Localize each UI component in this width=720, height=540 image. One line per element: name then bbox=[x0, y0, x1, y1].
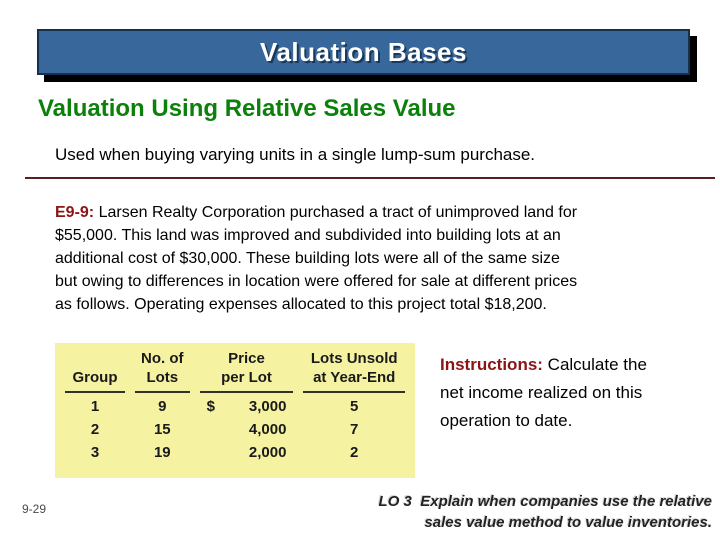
page-number: 9-29 bbox=[22, 502, 47, 516]
col-header-group-line2: Group bbox=[72, 369, 118, 386]
cell-price: 2,000 bbox=[200, 439, 294, 462]
subheading: Used when buying varying units in a sing… bbox=[55, 145, 536, 164]
cell-unsold: 5 bbox=[350, 397, 359, 415]
price-value: 3,000 bbox=[248, 397, 287, 415]
instructions-line: net income realized on this bbox=[440, 383, 643, 402]
slide-title-bar: Valuation Bases bbox=[37, 29, 690, 75]
problem-label: E9-9: bbox=[55, 204, 95, 221]
section-heading: Valuation Using Relative Sales Value bbox=[38, 95, 456, 122]
lots-table-grid: Group No. of Lots Price per Lot Lots Uns… bbox=[55, 350, 415, 462]
problem-paragraph: E9-9: Larsen Realty Corporation purchase… bbox=[55, 201, 700, 316]
problem-line: as follows. Operating expenses allocated… bbox=[55, 296, 547, 313]
col-header-price-line1: Price bbox=[228, 350, 265, 367]
lo-line: LO 3 Explain when companies use the rela… bbox=[378, 493, 712, 510]
problem-line: $55,000. This land was improved and subd… bbox=[55, 227, 561, 244]
col-header-price: Price per Lot bbox=[199, 350, 294, 393]
problem-line: additional cost of $30,000. These buildi… bbox=[55, 250, 560, 267]
cell-lots: 15 bbox=[153, 420, 171, 438]
price-value: 2,000 bbox=[248, 443, 287, 461]
problem-line: E9-9: Larsen Realty Corporation purchase… bbox=[55, 201, 700, 224]
price-value: 4,000 bbox=[248, 420, 287, 438]
col-header-unsold-line1: Lots Unsold bbox=[310, 350, 398, 367]
col-header-unsold-line2: at Year-End bbox=[313, 369, 396, 386]
instructions-block: Instructions: Calculate the net income r… bbox=[440, 351, 710, 435]
table-header-row: Group No. of Lots Price per Lot Lots Uns… bbox=[65, 350, 405, 393]
cell-group: 3 bbox=[90, 443, 100, 461]
cell-lots: 19 bbox=[153, 443, 171, 461]
cell-price: $ 3,000 bbox=[200, 393, 294, 416]
cell-price: 4,000 bbox=[200, 416, 294, 439]
table-row: 2 15 4,000 7 bbox=[65, 416, 405, 439]
table-row: 3 19 2,000 2 bbox=[65, 439, 405, 462]
currency-sign: $ bbox=[206, 397, 215, 415]
cell-lots: 9 bbox=[158, 397, 167, 415]
slide-title: Valuation Bases bbox=[260, 36, 467, 67]
problem-line: but owing to differences in location wer… bbox=[55, 273, 578, 290]
col-header-unsold: Lots Unsold at Year-End bbox=[303, 350, 405, 393]
col-header-price-line2: per Lot bbox=[221, 369, 272, 386]
col-header-lots-line1: No. of bbox=[141, 350, 184, 367]
table-row: 1 9 $ 3,000 5 bbox=[65, 393, 405, 416]
col-header-lots: No. of Lots bbox=[135, 350, 190, 393]
col-header-group: Group bbox=[65, 350, 125, 393]
lots-table: Group No. of Lots Price per Lot Lots Uns… bbox=[55, 343, 415, 478]
lo-line: sales value method to value inventories. bbox=[424, 514, 712, 531]
cell-group: 1 bbox=[90, 397, 100, 415]
cell-unsold: 7 bbox=[350, 420, 359, 438]
learning-objective: LO 3 Explain when companies use the rela… bbox=[292, 491, 712, 533]
cell-unsold: 2 bbox=[350, 443, 359, 461]
divider-line bbox=[25, 177, 715, 179]
instructions-line: operation to date. bbox=[440, 411, 573, 430]
problem-line-text: Larsen Realty Corporation purchased a tr… bbox=[94, 204, 578, 221]
instructions-label: Instructions: bbox=[440, 355, 543, 374]
col-header-group-line1 bbox=[67, 350, 123, 369]
instructions-line: Instructions: Calculate the bbox=[440, 351, 710, 379]
instructions-text: Calculate the bbox=[542, 355, 647, 374]
cell-group: 2 bbox=[90, 420, 100, 438]
col-header-lots-line2: Lots bbox=[146, 369, 179, 386]
